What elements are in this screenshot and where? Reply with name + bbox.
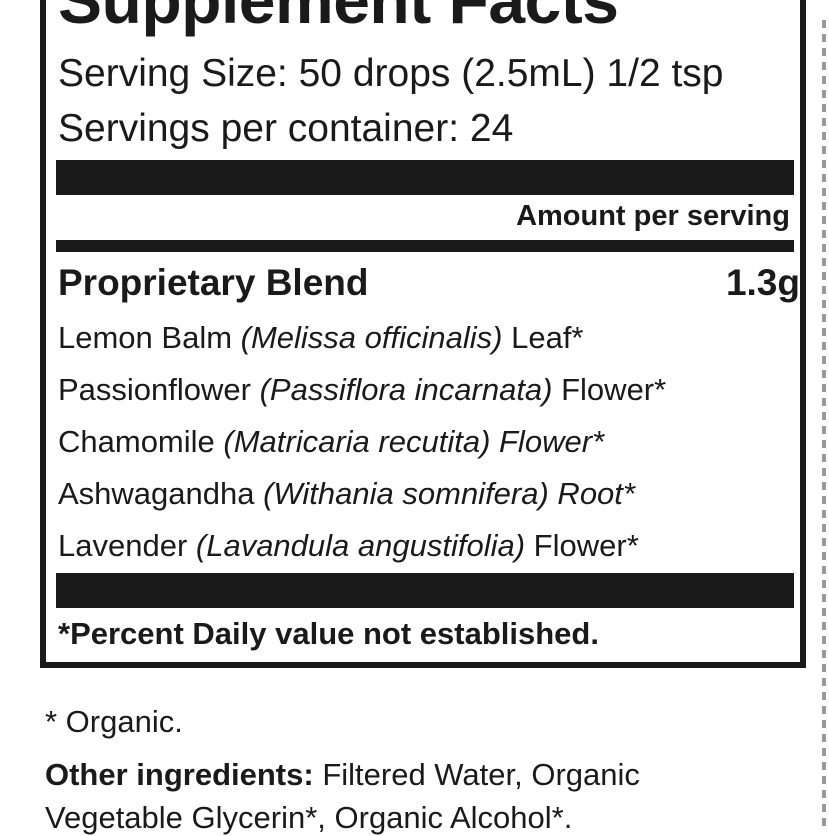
- cropped-side-text: [822, 20, 826, 829]
- divider: [56, 240, 794, 252]
- organic-note: * Organic.: [45, 704, 183, 739]
- blend-amount: 1.3g: [725, 262, 800, 303]
- ingredient-latin: (Lavandula angustifolia): [195, 528, 526, 563]
- ingredient-row: Passionflower (Passiflora incarnata) Flo…: [58, 372, 666, 408]
- ingredient-name: Lemon Balm: [58, 320, 241, 355]
- servings-per-container: Servings per container: 24: [58, 107, 514, 150]
- ingredient-row: Lemon Balm (Melissa officinalis) Leaf*: [58, 320, 584, 356]
- ingredient-part: Leaf*: [502, 320, 584, 355]
- ingredient-part: Flower*: [552, 372, 667, 407]
- ingredient-part: Flower*: [525, 528, 639, 563]
- daily-value-footnote: *Percent Daily value not established.: [58, 616, 599, 651]
- amount-per-serving-header: Amount per serving: [516, 200, 790, 232]
- ingredient-latin: (Withania somnifera) Root*: [263, 476, 635, 511]
- panel-title: Supplement Facts: [58, 0, 619, 37]
- other-ingredients-text: Filtered Water, Organic: [313, 757, 640, 792]
- ingredient-name: Chamomile: [58, 424, 224, 459]
- serving-size: Serving Size: 50 drops (2.5mL) 1/2 tsp: [58, 52, 724, 95]
- other-ingredients-line1: Other ingredients: Filtered Water, Organ…: [45, 757, 640, 793]
- ingredient-row: Chamomile (Matricaria recutita) Flower*: [58, 424, 604, 460]
- other-ingredients-line2: Vegetable Glycerin*, Organic Alcohol*.: [45, 800, 573, 835]
- ingredient-row: Lavender (Lavandula angustifolia) Flower…: [58, 528, 639, 564]
- supplement-facts-panel: Supplement Facts Serving Size: 50 drops …: [40, 0, 806, 668]
- ingredient-latin: (Passiflora incarnata): [259, 372, 553, 407]
- ingredient-latin: (Matricaria recutita) Flower*: [223, 424, 605, 459]
- ingredient-row: Ashwagandha (Withania somnifera) Root*: [58, 476, 635, 512]
- ingredient-latin: (Melissa officinalis): [240, 320, 503, 355]
- blend-name: Proprietary Blend: [58, 262, 369, 303]
- thick-divider: [56, 160, 794, 195]
- other-ingredients-label: Other ingredients:: [45, 757, 314, 792]
- ingredient-name: Passionflower: [58, 372, 260, 407]
- thick-divider-bottom: [56, 573, 794, 608]
- ingredient-name: Ashwagandha: [58, 476, 264, 511]
- ingredient-name: Lavender: [58, 528, 196, 563]
